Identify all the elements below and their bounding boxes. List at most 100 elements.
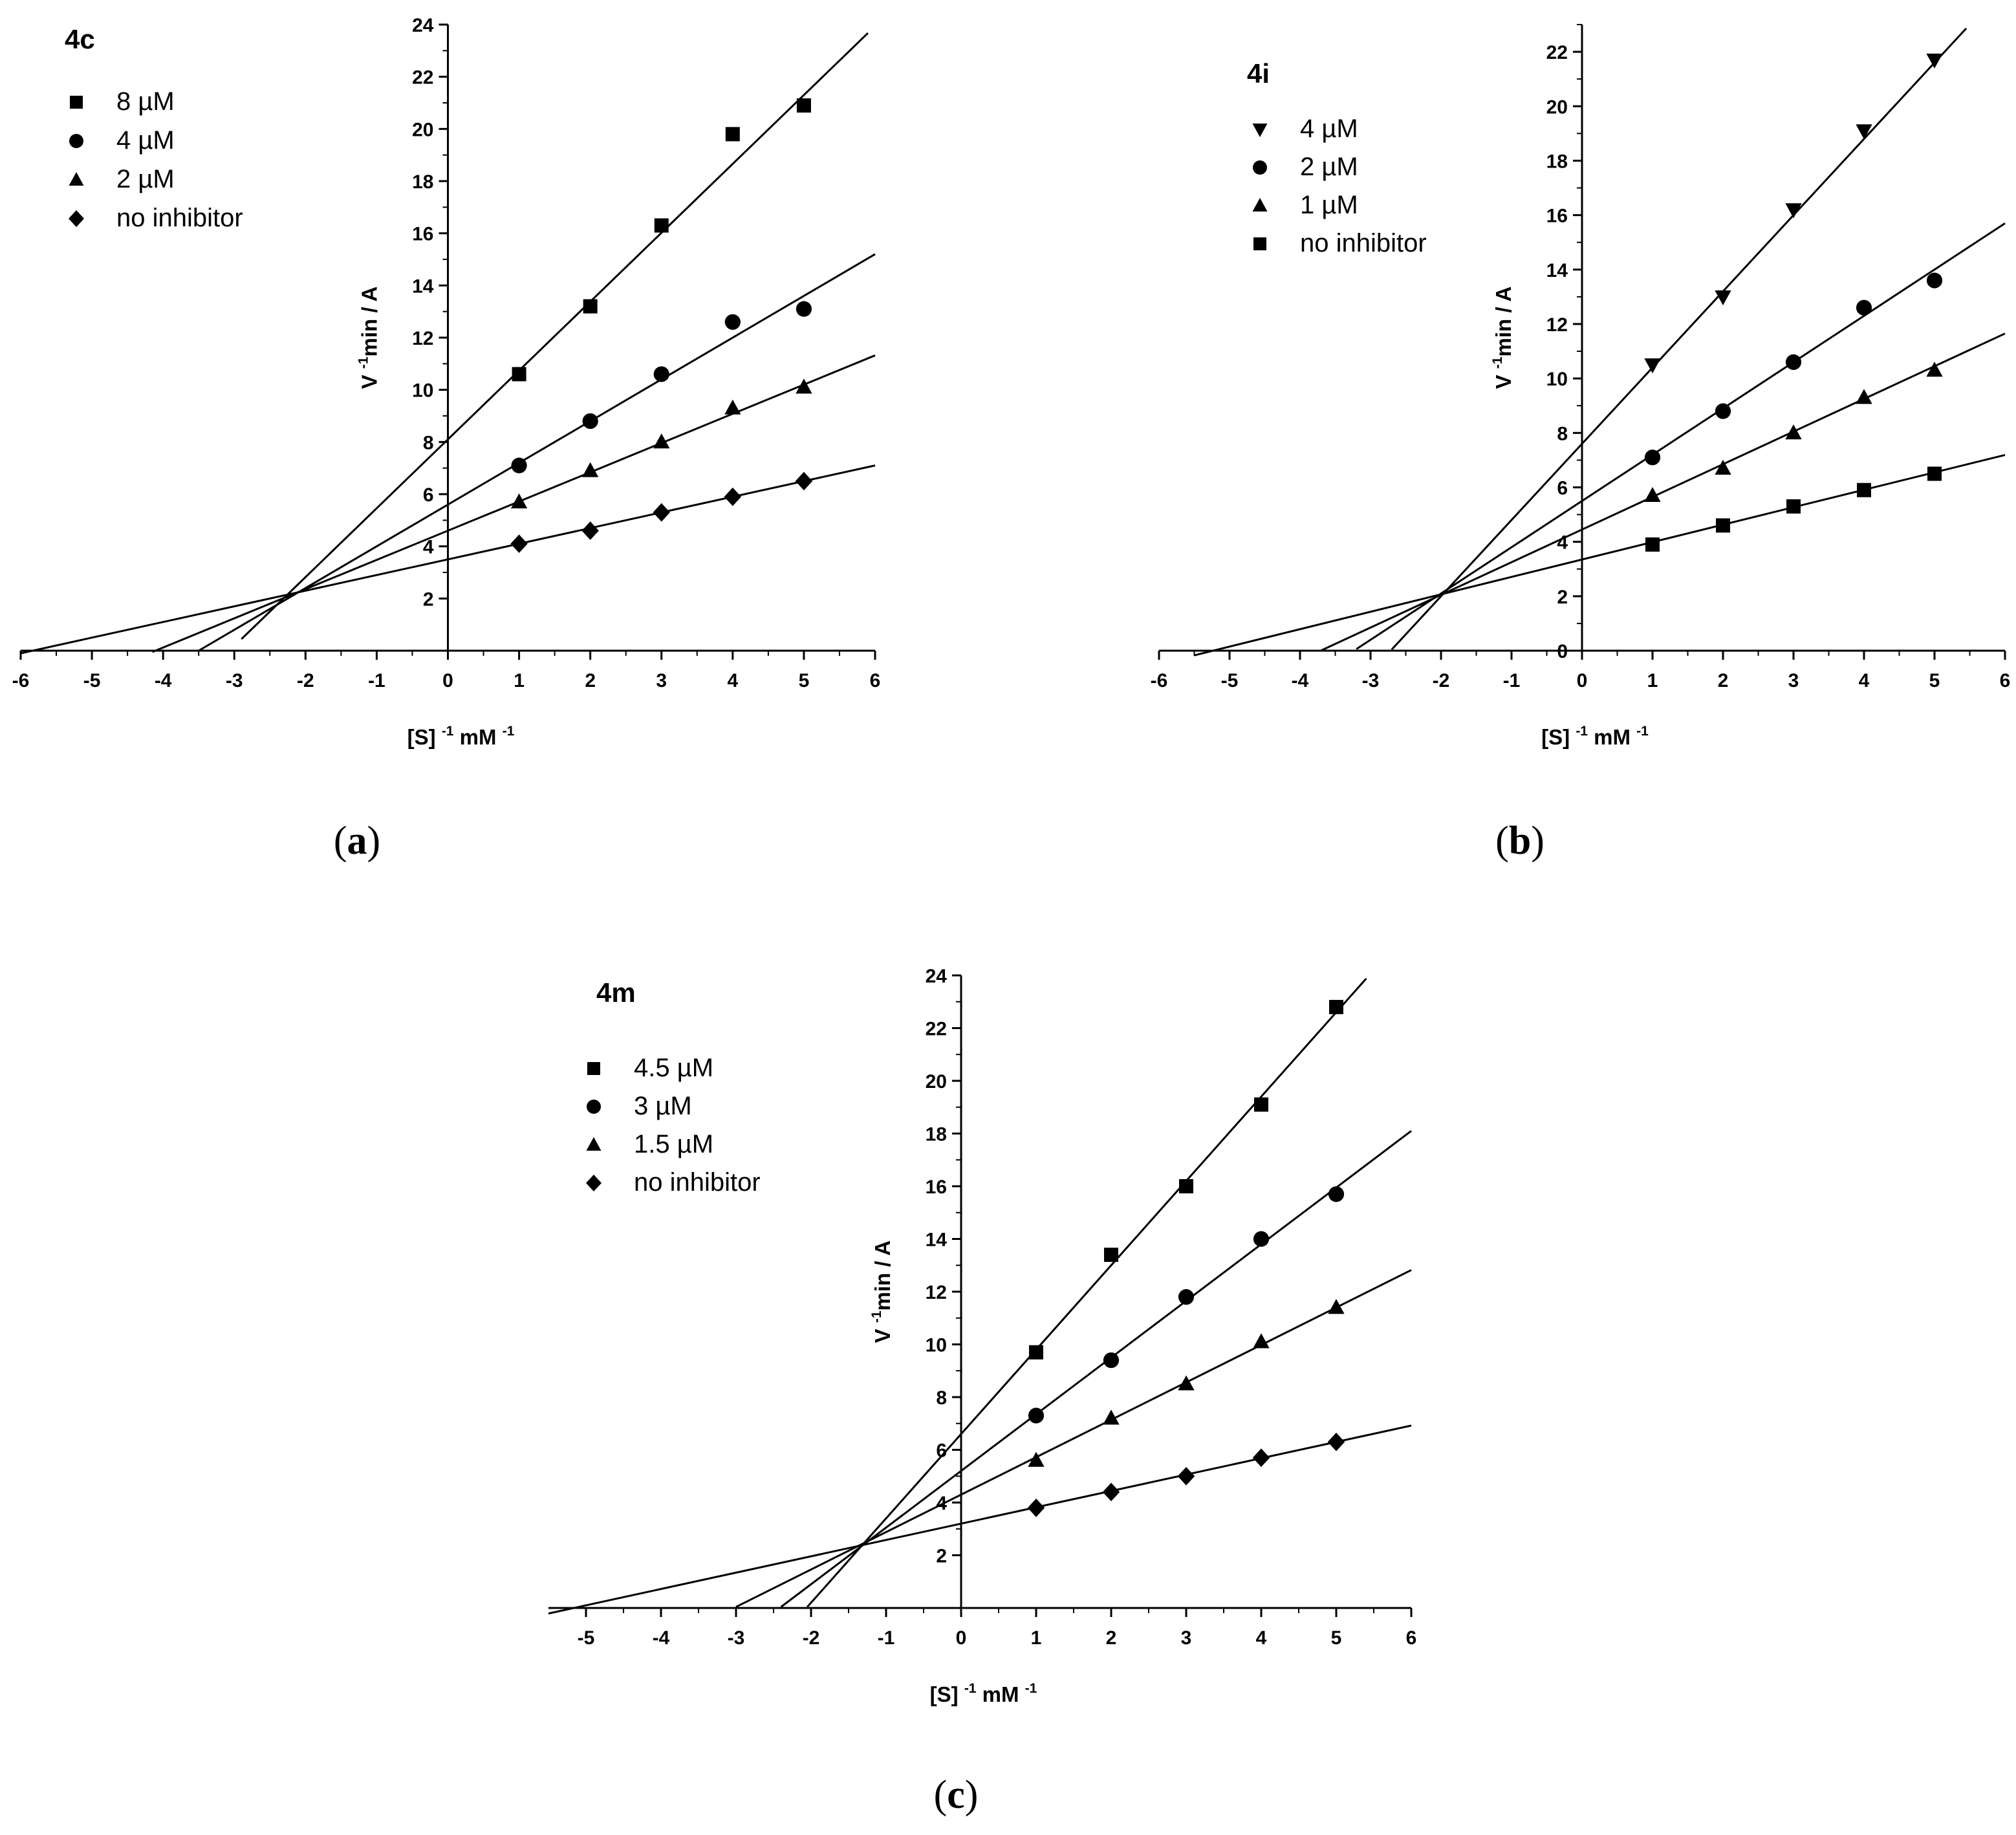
y-tick-label: 24 (412, 15, 434, 36)
y-tick-label: 20 (412, 119, 433, 140)
fit-line-0 (807, 977, 1367, 1608)
data-point-0-2 (654, 218, 669, 233)
legend-marker-1 (69, 134, 83, 148)
legend-marker-1 (1253, 160, 1267, 175)
data-point-1-1 (1103, 1352, 1120, 1369)
data-point-0-3 (1856, 124, 1872, 140)
legend-label-1: 4 µM (116, 126, 175, 155)
y-tick-label: 10 (926, 1335, 947, 1356)
x-axis-title: [S] -1 mM -1 (930, 1681, 1037, 1706)
x-tick-label: 4 (1859, 670, 1870, 691)
x-tick-label: -2 (297, 670, 314, 691)
x-tick-label: -6 (12, 670, 30, 691)
y-tick-label: 24 (926, 966, 948, 987)
data-point-3-2 (1177, 1466, 1195, 1486)
data-point-2-2 (1178, 1375, 1195, 1391)
legend-label-2: 2 µM (116, 165, 175, 193)
x-tick-label: 0 (442, 670, 453, 691)
y-tick-label: 20 (926, 1071, 947, 1092)
legend-label-2: 1 µM (1300, 191, 1358, 219)
x-tick-label: -4 (653, 1627, 670, 1649)
legend-label-0: 4 µM (1300, 114, 1358, 143)
y-tick-label: 10 (412, 380, 433, 402)
data-point-2-4 (1926, 362, 1943, 377)
data-point-1-2 (1178, 1289, 1195, 1305)
data-point-3-4 (795, 472, 813, 491)
x-tick-label: 4 (727, 670, 738, 691)
legend-marker-2 (69, 172, 84, 186)
x-tick-label: 0 (956, 1627, 967, 1649)
data-point-1-3 (724, 314, 741, 330)
data-point-1-1 (1715, 403, 1731, 419)
data-point-0-2 (1785, 203, 1802, 219)
x-axis-title: [S] -1 mM -1 (407, 724, 515, 749)
legend-marker-3 (69, 210, 84, 227)
y-tick-label: 8 (423, 432, 434, 453)
data-point-2-3 (1856, 389, 1872, 404)
y-tick-label: 6 (1557, 477, 1568, 499)
y-tick-label: 6 (423, 484, 434, 506)
legend-label-0: 4.5 µM (634, 1054, 713, 1082)
data-point-3-1 (1102, 1482, 1120, 1501)
x-tick-label: 6 (870, 670, 881, 691)
x-tick-label: -3 (226, 670, 243, 691)
data-point-2-4 (1328, 1299, 1345, 1314)
x-tick-label: 6 (1406, 1627, 1417, 1649)
y-tick-label: 18 (412, 171, 433, 193)
x-tick-label: 2 (1718, 670, 1729, 691)
y-tick-label: 20 (1546, 96, 1568, 118)
y-tick-label: 6 (936, 1440, 947, 1462)
data-point-2-2 (653, 433, 670, 449)
legend-label-3: no inhibitor (634, 1168, 761, 1197)
y-tick-label: 16 (412, 224, 433, 245)
legend-label-1: 3 µM (634, 1092, 692, 1120)
x-tick-label: -1 (878, 1627, 895, 1649)
fit-line-1 (1356, 222, 2006, 650)
y-tick-label: 18 (926, 1124, 947, 1146)
y-tick-label: 22 (412, 67, 433, 89)
data-point-3-4 (1927, 466, 1942, 481)
x-tick-label: -5 (578, 1627, 595, 1649)
y-tick-label: 0 (1557, 641, 1568, 662)
fit-line-2 (1321, 332, 2006, 651)
x-tick-label: 0 (1577, 670, 1588, 691)
legend-label-0: 8 µM (116, 87, 175, 116)
data-point-2-0 (1028, 1451, 1045, 1467)
legend-marker-3 (1253, 237, 1266, 250)
data-point-1-0 (1028, 1407, 1045, 1424)
y-tick-label: 12 (926, 1282, 947, 1303)
y-tick-label: 12 (1546, 314, 1568, 336)
fit-line-1 (198, 253, 876, 652)
data-point-1-3 (1253, 1231, 1270, 1247)
x-axis-title: [S] -1 mM -1 (1541, 724, 1649, 749)
x-tick-label: 5 (799, 670, 810, 691)
data-point-0-0 (512, 367, 526, 382)
data-point-2-3 (1253, 1333, 1270, 1349)
data-point-0-1 (1104, 1247, 1118, 1262)
y-tick-label: 10 (1546, 369, 1568, 390)
legend-marker-0 (587, 1062, 600, 1075)
x-tick-label: -3 (1362, 670, 1380, 691)
y-tick-label: 2 (423, 589, 434, 610)
data-point-0-4 (1926, 53, 1943, 69)
legend-marker-1 (587, 1100, 601, 1114)
y-tick-label: 14 (412, 276, 434, 297)
data-point-3-2 (1786, 499, 1801, 514)
data-point-1-1 (582, 413, 598, 429)
x-tick-label: -4 (155, 670, 172, 691)
fit-line-0 (241, 32, 869, 640)
y-tick-label: 16 (1546, 206, 1568, 227)
x-tick-label: 4 (1256, 1627, 1267, 1649)
legend-label-3: no inhibitor (1300, 229, 1427, 257)
fit-line-2 (735, 1269, 1412, 1608)
chart-panel-0: -6 -5 -4 -3 -2 -1 0 1 2 3 4 5 624681012141618202224[… (12, 15, 881, 863)
data-point-2-1 (582, 462, 599, 477)
data-point-0-3 (1254, 1097, 1268, 1112)
x-tick-label: 3 (1788, 670, 1799, 691)
legend-marker-3 (586, 1175, 602, 1191)
data-point-2-3 (724, 399, 741, 415)
fit-line-3 (548, 1424, 1412, 1615)
data-point-1-4 (796, 301, 812, 317)
legend-marker-2 (1252, 198, 1268, 212)
